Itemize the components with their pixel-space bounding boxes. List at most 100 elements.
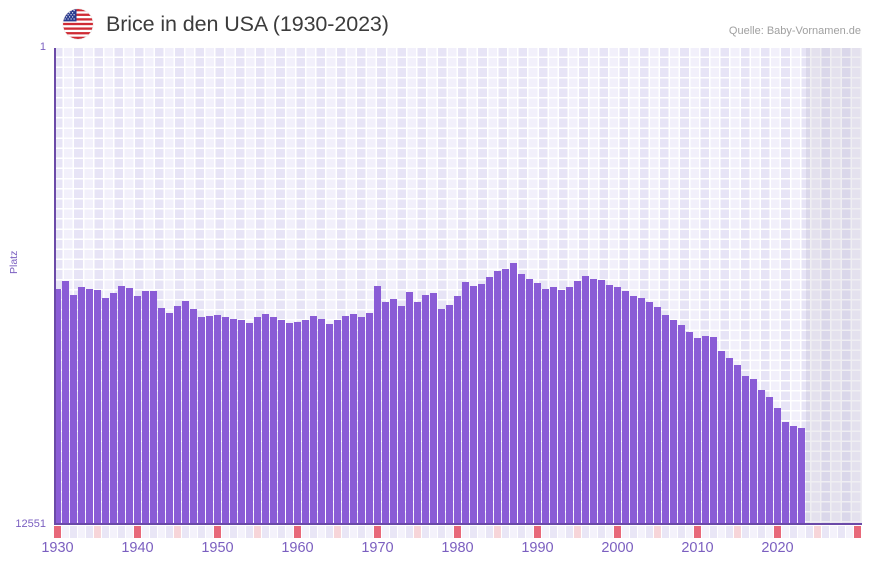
bar[interactable]	[558, 289, 565, 525]
bar[interactable]	[494, 270, 501, 525]
bar[interactable]	[734, 364, 741, 525]
bar[interactable]	[358, 316, 365, 525]
bar[interactable]	[158, 307, 165, 525]
bar[interactable]	[430, 293, 437, 525]
bar[interactable]	[470, 285, 477, 525]
bar[interactable]	[678, 325, 685, 525]
x-tick-cell	[838, 526, 845, 538]
bar[interactable]	[742, 376, 749, 525]
bar[interactable]	[798, 428, 805, 525]
bar[interactable]	[190, 309, 197, 525]
bar[interactable]	[54, 288, 61, 525]
bar[interactable]	[310, 315, 317, 525]
bar[interactable]	[174, 306, 181, 525]
bar[interactable]	[486, 276, 493, 525]
x-axis-tick-label: 2000	[601, 540, 634, 556]
bar[interactable]	[702, 335, 709, 525]
bar[interactable]	[238, 320, 245, 525]
bar[interactable]	[694, 338, 701, 525]
bar[interactable]	[710, 337, 717, 525]
bar[interactable]	[622, 290, 629, 525]
bar[interactable]	[198, 316, 205, 525]
x-tick-cell	[174, 526, 181, 538]
bar[interactable]	[70, 295, 77, 525]
bar[interactable]	[478, 283, 485, 525]
bar[interactable]	[726, 358, 733, 525]
bar[interactable]	[790, 426, 797, 525]
bar[interactable]	[302, 320, 309, 525]
bar[interactable]	[654, 306, 661, 525]
bar[interactable]	[382, 301, 389, 525]
bar[interactable]	[78, 287, 85, 525]
bar[interactable]	[758, 390, 765, 525]
x-tick-cell	[598, 526, 605, 538]
bar[interactable]	[638, 298, 645, 525]
bar[interactable]	[278, 320, 285, 525]
bar[interactable]	[366, 312, 373, 525]
bar[interactable]	[374, 285, 381, 525]
bar[interactable]	[406, 292, 413, 525]
bar[interactable]	[150, 291, 157, 525]
bar[interactable]	[510, 262, 517, 525]
bar[interactable]	[294, 322, 301, 525]
bar[interactable]	[230, 318, 237, 525]
bar[interactable]	[646, 302, 653, 525]
bar[interactable]	[766, 397, 773, 525]
bar[interactable]	[102, 298, 109, 525]
bar[interactable]	[142, 290, 149, 525]
bar[interactable]	[542, 288, 549, 525]
bar[interactable]	[254, 317, 261, 525]
bar[interactable]	[286, 322, 293, 525]
bar[interactable]	[526, 279, 533, 525]
bar[interactable]	[62, 280, 69, 525]
bar[interactable]	[182, 301, 189, 525]
bar[interactable]	[718, 351, 725, 525]
bar[interactable]	[670, 320, 677, 525]
bar[interactable]	[662, 315, 669, 525]
bar[interactable]	[390, 299, 397, 525]
bar[interactable]	[630, 296, 637, 525]
bar[interactable]	[614, 287, 621, 525]
bar[interactable]	[446, 304, 453, 525]
bar[interactable]	[86, 288, 93, 525]
bar[interactable]	[454, 296, 461, 525]
bar[interactable]	[422, 295, 429, 525]
bar[interactable]	[110, 293, 117, 525]
bar[interactable]	[214, 314, 221, 525]
bar[interactable]	[262, 314, 269, 525]
bar[interactable]	[598, 280, 605, 525]
bar[interactable]	[590, 278, 597, 525]
bar[interactable]	[438, 308, 445, 525]
bar[interactable]	[126, 287, 133, 525]
bar[interactable]	[518, 274, 525, 525]
bar[interactable]	[414, 301, 421, 525]
bar[interactable]	[774, 408, 781, 525]
bar[interactable]	[206, 315, 213, 525]
bar[interactable]	[246, 322, 253, 525]
bar[interactable]	[398, 305, 405, 525]
bar[interactable]	[534, 283, 541, 525]
bar[interactable]	[606, 284, 613, 525]
x-tick-cell	[262, 526, 269, 538]
bar[interactable]	[462, 282, 469, 525]
bar[interactable]	[222, 316, 229, 525]
bar[interactable]	[750, 378, 757, 525]
bar[interactable]	[502, 269, 509, 525]
bar[interactable]	[686, 331, 693, 525]
bar[interactable]	[318, 318, 325, 525]
bar[interactable]	[334, 320, 341, 525]
bar[interactable]	[134, 296, 141, 525]
bar[interactable]	[566, 286, 573, 525]
bar[interactable]	[270, 316, 277, 525]
bar[interactable]	[94, 290, 101, 525]
bar[interactable]	[166, 313, 173, 525]
bar[interactable]	[326, 323, 333, 525]
bar[interactable]	[350, 314, 357, 525]
bar[interactable]	[118, 285, 125, 525]
bar[interactable]	[550, 286, 557, 525]
bar[interactable]	[782, 421, 789, 525]
x-tick-cell	[606, 526, 613, 538]
bar[interactable]	[574, 280, 581, 525]
bar[interactable]	[342, 315, 349, 525]
bar[interactable]	[582, 276, 589, 525]
